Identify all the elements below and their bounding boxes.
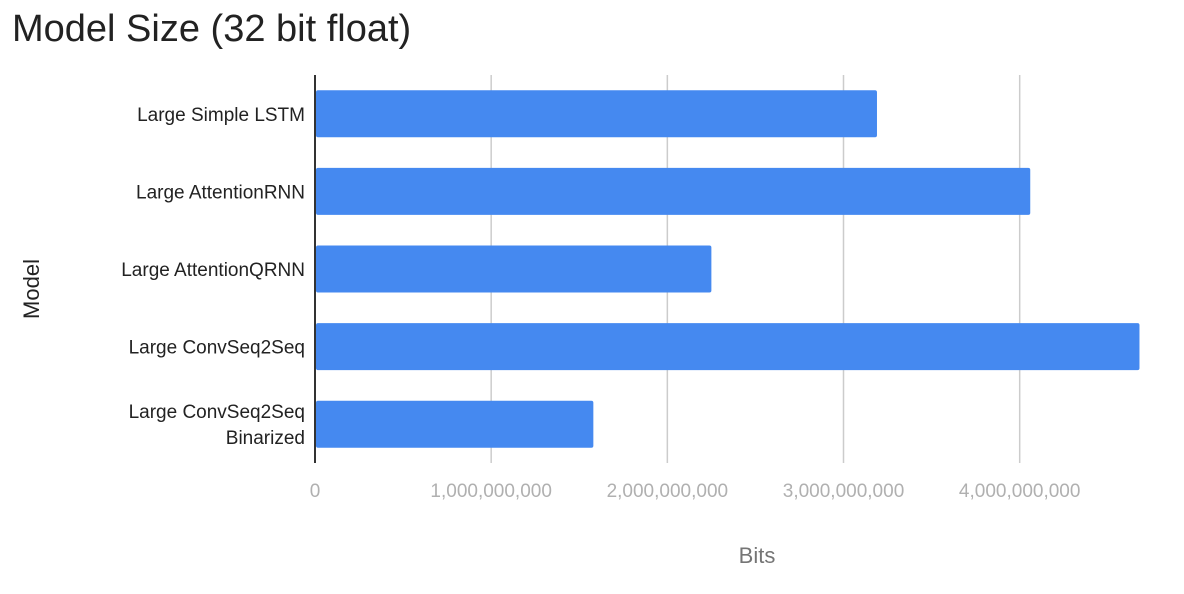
chart-title: Model Size (32 bit float) bbox=[12, 8, 412, 50]
x-tick-labels: 0 1,000,000,000 2,000,000,000 3,000,000,000… bbox=[310, 481, 1081, 502]
bars bbox=[316, 90, 1140, 448]
x-axis-title: Bits bbox=[739, 543, 776, 568]
x-tick-label: 3,000,000,000 bbox=[783, 481, 905, 502]
x-tick-label: 4,000,000,000 bbox=[959, 481, 1081, 502]
bar bbox=[316, 400, 594, 448]
category-label: Large Simple LSTM bbox=[137, 105, 305, 126]
category-label: Large ConvSeq2Seq bbox=[129, 402, 305, 423]
x-tick-label: 1,000,000,000 bbox=[430, 481, 552, 502]
category-labels: Large Simple LSTM Large AttentionRNN Large… bbox=[121, 105, 305, 449]
x-tick-label: 0 bbox=[310, 481, 321, 502]
category-label: Large AttentionQRNN bbox=[121, 260, 305, 281]
category-label: Large ConvSeq2Seq bbox=[129, 338, 305, 359]
bar bbox=[316, 245, 712, 293]
bar bbox=[316, 323, 1140, 371]
category-label: Large AttentionRNN bbox=[136, 182, 305, 203]
category-label: Binarized bbox=[226, 428, 305, 449]
x-tick-label: 2,000,000,000 bbox=[607, 481, 729, 502]
bar bbox=[316, 90, 877, 138]
bar bbox=[316, 167, 1031, 215]
y-axis-title: Model bbox=[19, 259, 44, 319]
